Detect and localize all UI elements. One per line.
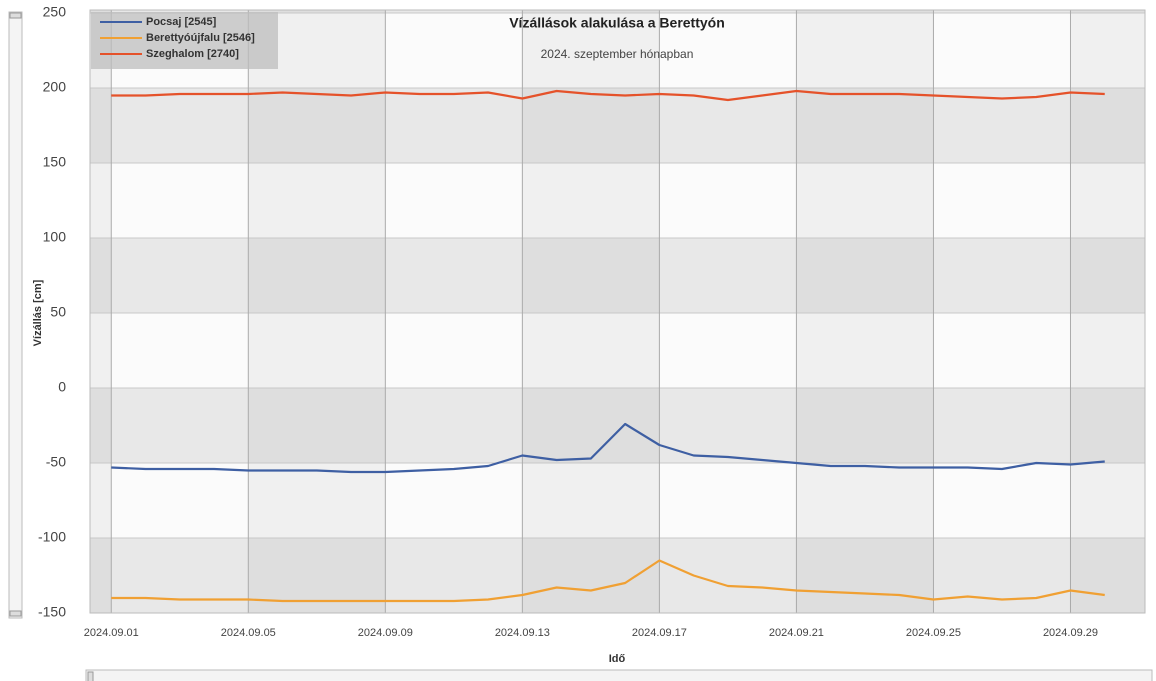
plot-band bbox=[522, 10, 660, 613]
y-tick-label: 50 bbox=[50, 304, 66, 320]
data-line bbox=[111, 559, 1105, 603]
plot-band bbox=[90, 238, 1145, 313]
chart-title: Vízállások alakulása a Berettyón bbox=[509, 15, 725, 31]
x-tick-label: 2024.09.25 bbox=[906, 627, 961, 639]
x-tick-label: 2024.09.05 bbox=[221, 627, 276, 639]
bottom-scrollbar[interactable] bbox=[85, 669, 1153, 681]
plot-band bbox=[1070, 10, 1145, 613]
x-tick-label: 2024.09.29 bbox=[1043, 627, 1098, 639]
y-tick-label: 250 bbox=[43, 4, 67, 20]
x-tick-label: 2024.09.13 bbox=[495, 627, 550, 639]
legend: Pocsaj [2545] Berettyóújfalu [2546] Szegha… bbox=[91, 12, 278, 69]
chart-subtitle: 2024. szeptember hónapban bbox=[541, 47, 694, 61]
plot-band bbox=[248, 10, 386, 613]
x-tick-label: 2024.09.21 bbox=[769, 627, 824, 639]
left-scrollbar[interactable] bbox=[8, 11, 23, 619]
x-tick-label: 2024.09.17 bbox=[632, 627, 687, 639]
y-tick-label: -150 bbox=[38, 604, 66, 620]
plot-band bbox=[90, 463, 1145, 538]
y-tick-label: -100 bbox=[38, 529, 66, 545]
y-tick-label: -50 bbox=[46, 454, 66, 470]
plot-band bbox=[90, 10, 1145, 13]
x-axis-label: Idő bbox=[609, 653, 626, 665]
legend-label: Szeghalom [2740] bbox=[146, 48, 239, 60]
legend-label: Pocsaj [2545] bbox=[146, 16, 217, 28]
data-line bbox=[111, 422, 1105, 474]
y-tick-label: 150 bbox=[43, 154, 67, 170]
y-tick-label: 100 bbox=[43, 229, 67, 245]
legend-label: Berettyóújfalu [2546] bbox=[146, 32, 255, 44]
plot-band bbox=[90, 163, 1145, 238]
plot-band bbox=[796, 10, 934, 613]
plot-area bbox=[89, 9, 1146, 614]
x-tick-label: 2024.09.09 bbox=[358, 627, 413, 639]
plot-band bbox=[90, 388, 1145, 463]
plot-frame bbox=[89, 9, 1146, 614]
plot-band bbox=[90, 313, 1145, 388]
plot-band bbox=[90, 88, 1145, 163]
y-tick-label: 200 bbox=[43, 79, 67, 95]
data-line bbox=[111, 89, 1105, 102]
y-tick-label: 0 bbox=[58, 379, 66, 395]
y-axis-label: Vízállás [cm] bbox=[32, 279, 44, 346]
x-tick-label: 2024.09.01 bbox=[84, 627, 139, 639]
plot-band bbox=[90, 10, 112, 613]
